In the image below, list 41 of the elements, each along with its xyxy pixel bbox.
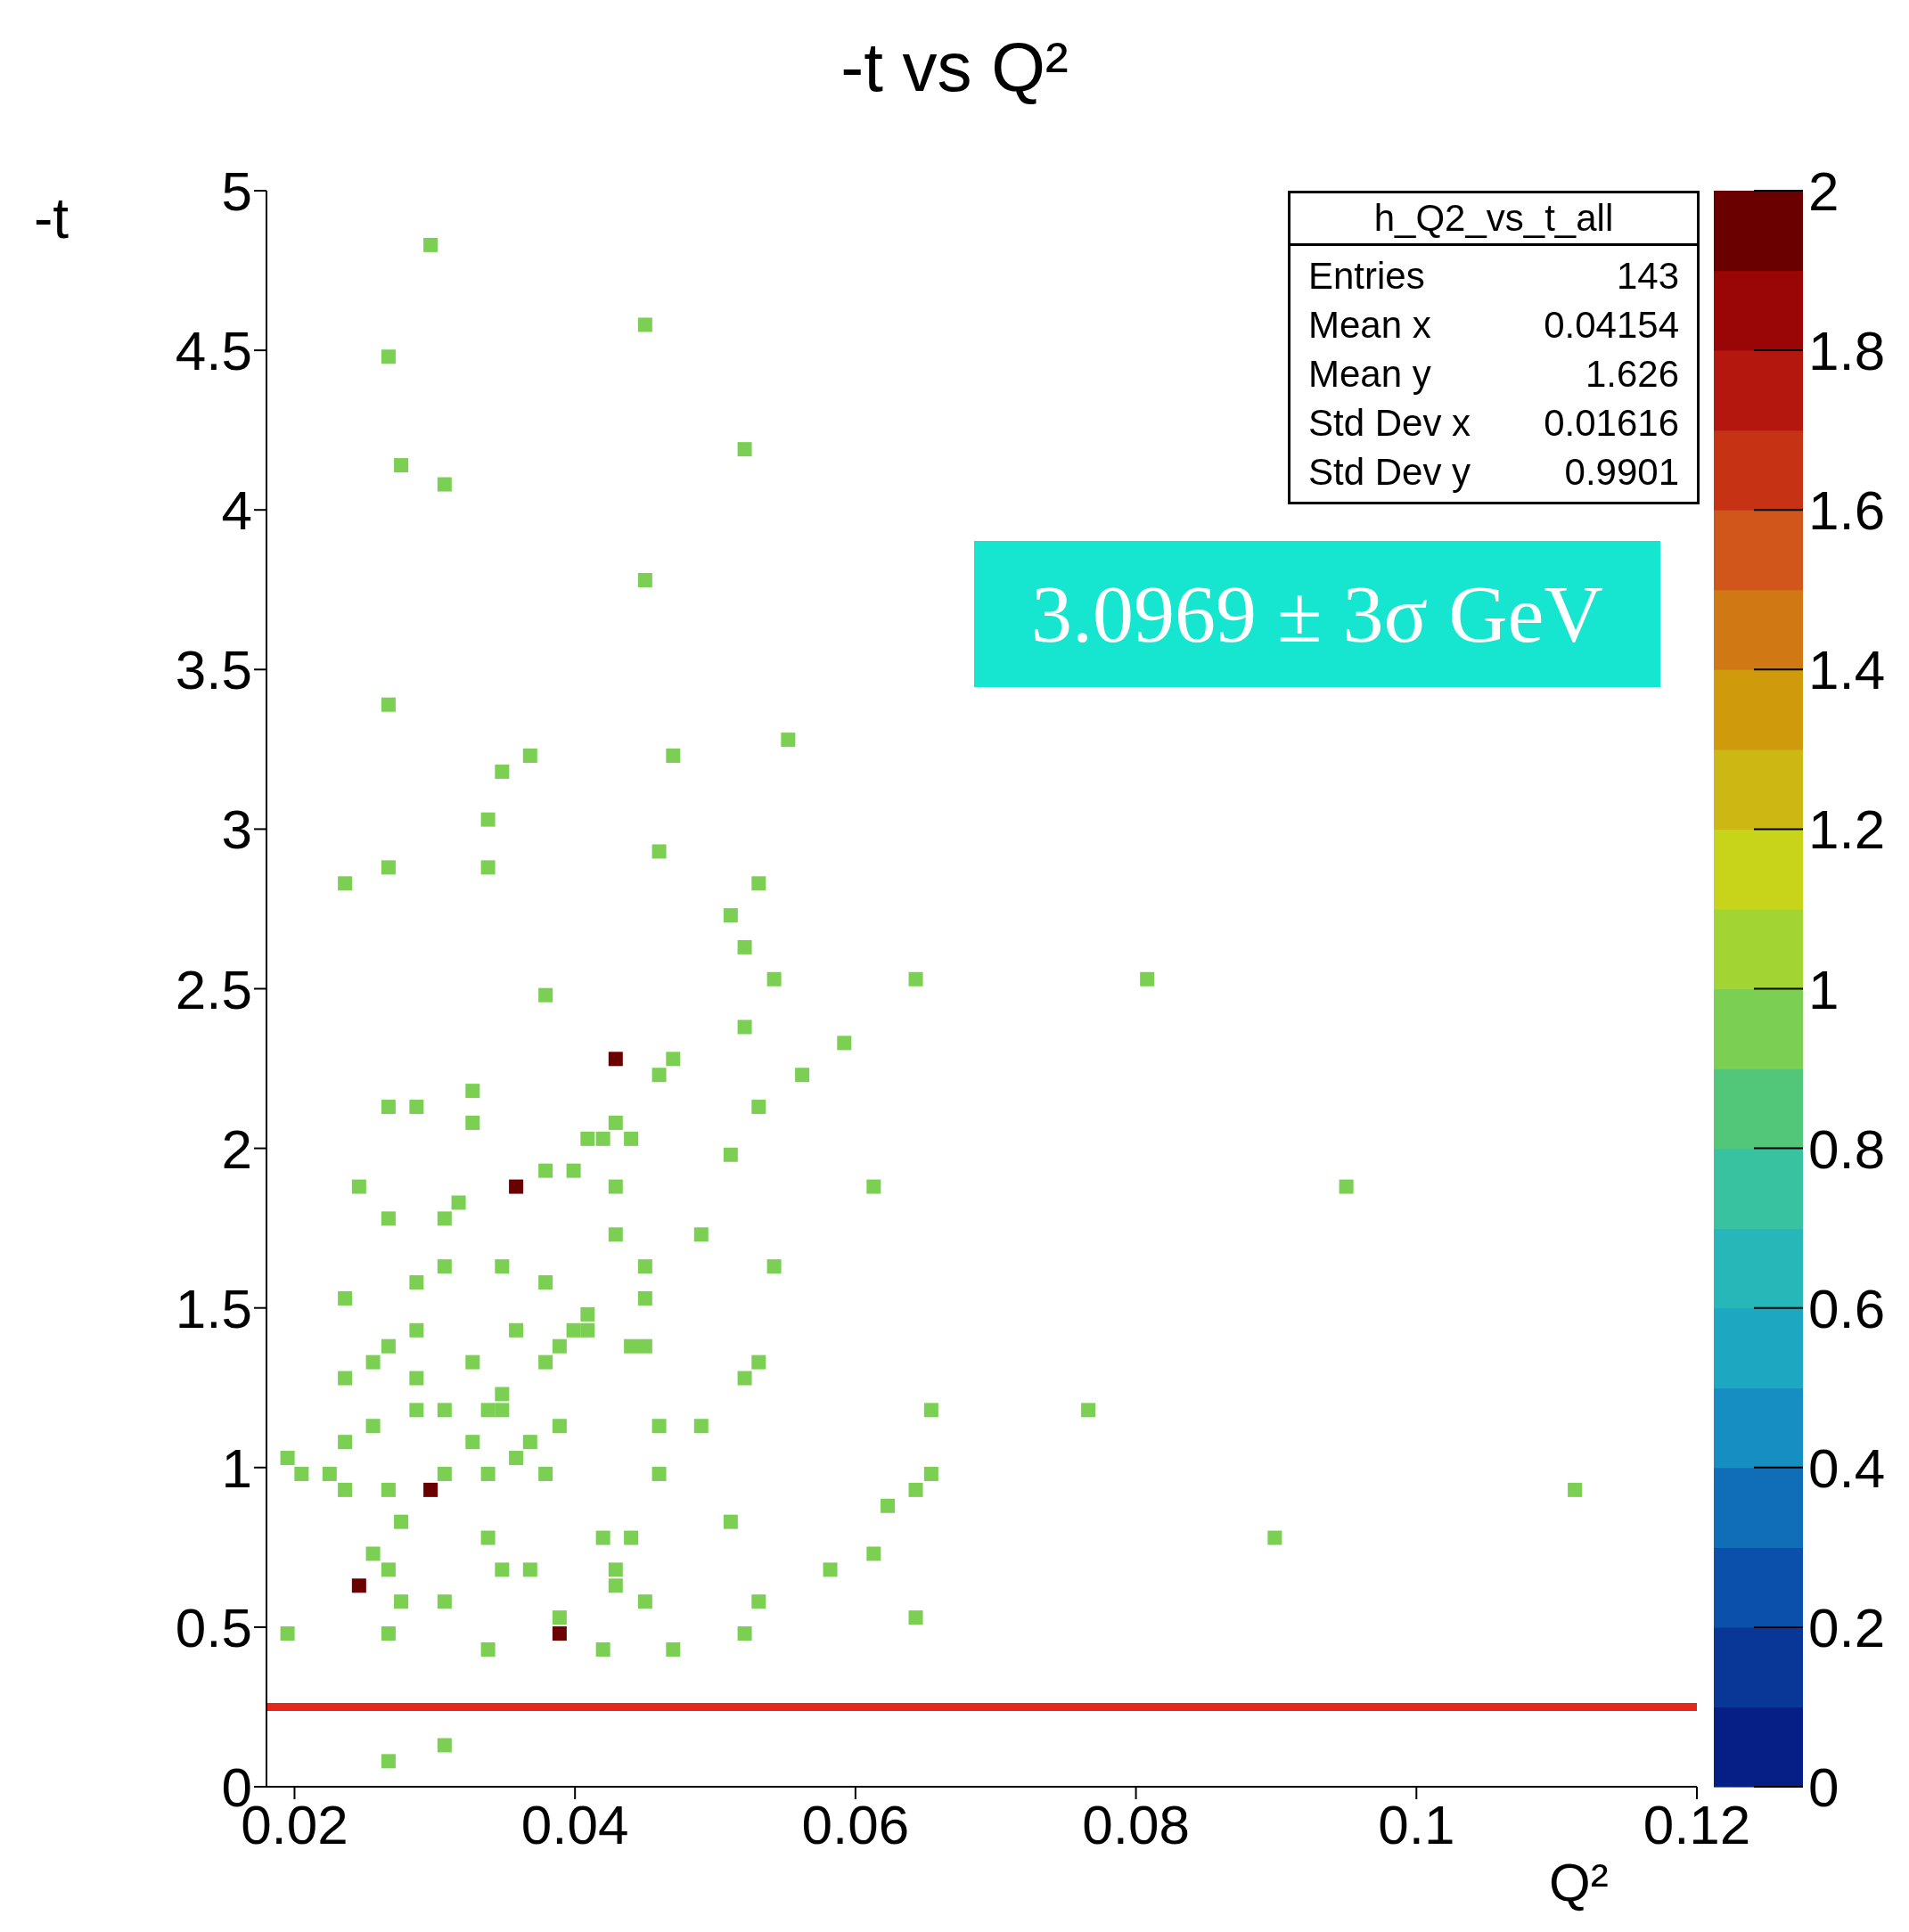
x-tick-label: 0.06	[801, 1794, 910, 1856]
annotation: 143	[1616, 254, 1679, 299]
annotation: 0.9901	[1564, 450, 1679, 495]
x-tick-label: 0.08	[1082, 1794, 1190, 1856]
y-tick-label: 4	[221, 479, 252, 542]
energy-box: 3.0969 ± 3σ GeV	[974, 541, 1660, 687]
annotation: h_Q2_vs_t_all	[1290, 193, 1697, 246]
annotation: Mean y	[1308, 352, 1431, 397]
x-axis-title: Q²	[1549, 1852, 1609, 1913]
chart-title: -t vs Q²	[840, 27, 1069, 108]
color-bar-label: 0.6	[1808, 1277, 1886, 1339]
y-tick-label: 4.5	[175, 320, 252, 382]
y-tick-label: 5	[221, 160, 252, 223]
y-tick-label: 0.5	[175, 1596, 252, 1658]
annotation: 1.626	[1585, 352, 1679, 397]
color-bar-label: 1.8	[1808, 320, 1886, 382]
y-tick-label: 3.5	[175, 639, 252, 701]
color-bar-label: 1.2	[1808, 798, 1886, 861]
x-tick-label: 0.12	[1643, 1794, 1751, 1856]
x-tick-label: 0.1	[1378, 1794, 1455, 1856]
color-bar-label: 0.8	[1808, 1117, 1886, 1180]
color-bar-label: 0.4	[1808, 1437, 1886, 1499]
annotation: 0.04154	[1544, 303, 1679, 348]
annotation: Mean x	[1308, 303, 1431, 348]
annotation: 0.01616	[1544, 401, 1679, 446]
y-axis-title: -t	[34, 185, 70, 251]
annotation: Entries	[1308, 254, 1425, 299]
color-bar-label: 1.6	[1808, 479, 1886, 542]
x-tick-label: 0.04	[520, 1794, 629, 1856]
y-tick-label: 2.5	[175, 958, 252, 1020]
y-tick-label: 3	[221, 798, 252, 861]
color-bar-label: 0	[1808, 1756, 1839, 1818]
annotation: Std Dev x	[1308, 401, 1471, 446]
color-bar-label: 0.2	[1808, 1596, 1886, 1658]
color-bar-label: 2	[1808, 160, 1839, 222]
color-bar-label: 1	[1808, 958, 1839, 1020]
color-bar-label: 1.4	[1808, 639, 1886, 701]
annotation: Std Dev y	[1308, 450, 1471, 495]
y-tick-label: 2	[221, 1117, 252, 1180]
y-tick-label: 1	[221, 1437, 252, 1499]
y-tick-label: 1.5	[175, 1277, 252, 1339]
